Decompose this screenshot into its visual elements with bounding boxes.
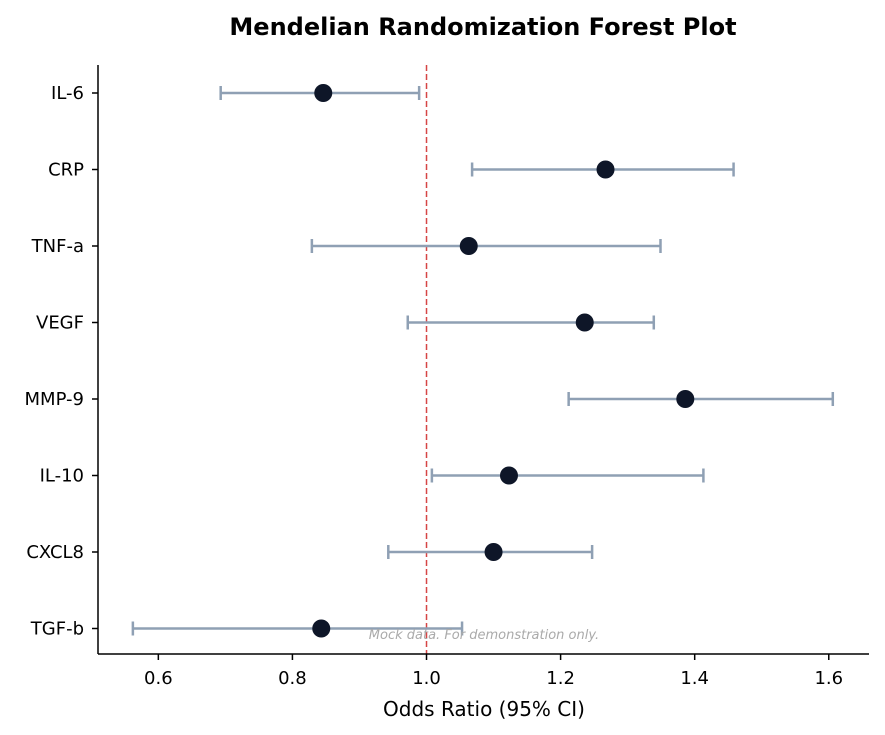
x-tick-label: 1.6: [814, 668, 843, 689]
y-tick-label: CRP: [48, 160, 84, 181]
x-axis-label: Odds Ratio (95% CI): [383, 697, 585, 721]
x-axis-ticks: 0.6 0.8 1.0 1.2 1.4 1.6: [144, 654, 843, 689]
estimate-point: [575, 313, 594, 332]
estimate-point: [312, 619, 331, 638]
chart-title: Mendelian Randomization Forest Plot: [229, 13, 736, 41]
estimate-point: [459, 237, 478, 255]
x-tick-label: 1.2: [546, 668, 575, 689]
y-axis-ticks: IL-6 CRP TNF-a VEGF MMP-9 IL-10 CXCL8 TGF-b: [25, 83, 98, 640]
estimate-point: [314, 84, 333, 102]
x-tick-label: 1.0: [412, 668, 441, 689]
estimate-point: [596, 160, 615, 179]
y-tick-label: IL-6: [51, 83, 84, 104]
x-tick-label: 1.4: [680, 668, 709, 689]
estimate-point: [484, 543, 503, 561]
y-tick-label: IL-10: [40, 466, 84, 487]
y-tick-label: TNF-a: [31, 236, 84, 257]
mock-data-note: Mock data. For demonstration only.: [369, 628, 599, 643]
estimate-point: [499, 466, 518, 485]
y-tick-label: MMP-9: [25, 389, 84, 410]
y-tick-label: CXCL8: [26, 542, 84, 563]
y-tick-label: VEGF: [36, 313, 84, 334]
plot-area: [131, 65, 835, 654]
estimate-point: [676, 390, 695, 408]
x-tick-label: 0.8: [278, 668, 307, 689]
x-tick-label: 0.6: [144, 668, 173, 689]
y-tick-label: TGF-b: [30, 619, 84, 640]
